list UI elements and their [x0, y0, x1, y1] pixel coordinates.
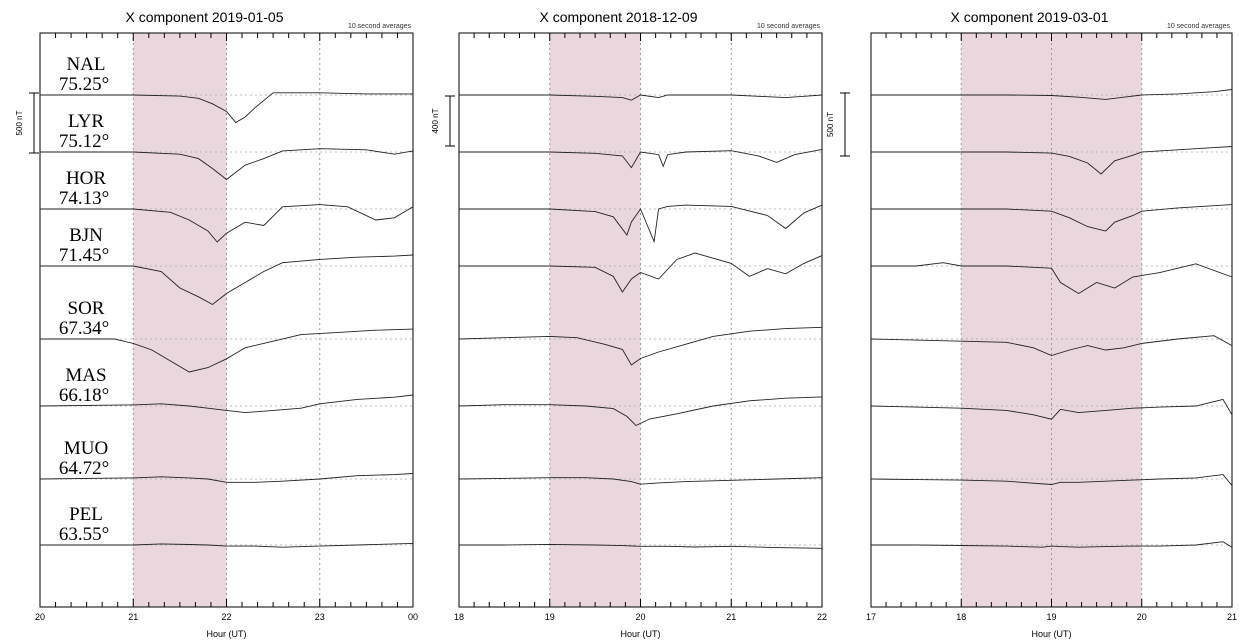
- panel-2: 18 19 20 21 22 Hour (UT) X component 2018-12-0…: [431, 9, 827, 639]
- trace-line: [459, 543, 823, 549]
- trace-line: [871, 541, 1233, 548]
- trace-line: [40, 148, 414, 181]
- trace-line: [39, 473, 414, 483]
- panel-title: X component 2019-03-01: [951, 9, 1109, 25]
- x-tick-label: 21: [128, 612, 138, 622]
- trace-line: [458, 477, 823, 485]
- station-code: MUO: [64, 438, 108, 459]
- trace-line: [459, 204, 823, 244]
- x-tick-label: 18: [454, 612, 464, 622]
- trace-line: [870, 398, 1233, 420]
- station-code: PEL: [69, 504, 103, 525]
- station-latitude: 71.45°: [59, 245, 109, 266]
- trace-line: [871, 204, 1233, 232]
- trace-line: [40, 92, 413, 124]
- panel-title: X component 2019-01-05: [126, 9, 284, 25]
- station-latitude: 67.34°: [59, 318, 109, 339]
- trace-line: [459, 252, 823, 293]
- x-tick-label: 22: [221, 612, 231, 622]
- trace-line: [871, 262, 1233, 295]
- trace-line: [870, 335, 1233, 356]
- station-code: NAL: [66, 54, 105, 75]
- trace-line: [458, 396, 823, 427]
- station-latitude: 64.72°: [59, 458, 109, 479]
- station-code: HOR: [66, 168, 106, 189]
- trace-line: [40, 328, 414, 373]
- averaging-note: 10 second averages: [757, 23, 821, 30]
- x-tick-label: 20: [1137, 612, 1147, 622]
- x-tick-label: 18: [956, 612, 966, 622]
- x-tick-label: 21: [1227, 612, 1237, 622]
- x-tick-label: 00: [408, 612, 418, 622]
- panel-1: 20 21 22 23 00 Hour (UT) X component 2019-01-0…: [15, 9, 418, 639]
- highlight-band: [549, 33, 641, 607]
- x-axis-title: Hour (UT): [207, 629, 247, 639]
- station-latitude: 75.25°: [59, 74, 109, 95]
- trace-line: [459, 148, 823, 169]
- trace-line: [458, 326, 823, 366]
- trace-line: [40, 254, 414, 306]
- station-latitude: 63.55°: [59, 524, 109, 545]
- trace-line: [871, 89, 1233, 100]
- scale-bar-label: 500 nT: [15, 110, 24, 135]
- trace-line: [40, 204, 414, 243]
- trace-line: [39, 394, 414, 414]
- x-tick-label: 17: [866, 612, 876, 622]
- scale-bar-label: 400 nT: [431, 108, 440, 133]
- trace-line: [459, 94, 823, 101]
- highlight-band: [133, 33, 227, 607]
- station-latitude: 66.18°: [59, 385, 109, 406]
- station-code: LYR: [68, 111, 104, 132]
- x-tick-label: 20: [635, 612, 645, 622]
- x-tick-label: 21: [726, 612, 736, 622]
- panel-3: 17 18 19 20 21 Hour (UT) X component 2019-03-0…: [826, 9, 1237, 639]
- station-code: SOR: [68, 298, 105, 319]
- x-axis-title: Hour (UT): [621, 629, 661, 639]
- x-tick-label: 22: [817, 612, 827, 622]
- panel-title: X component 2018-12-09: [540, 9, 698, 25]
- averaging-note: 10 second averages: [348, 23, 412, 30]
- scale-bar-label: 500 nT: [826, 112, 835, 137]
- x-tick-label: 19: [545, 612, 555, 622]
- trace-line: [870, 474, 1233, 486]
- x-axis-title: Hour (UT): [1032, 629, 1072, 639]
- x-tick-label: 23: [315, 612, 325, 622]
- station-latitude: 75.12°: [59, 131, 109, 152]
- station-latitude: 74.13°: [59, 188, 109, 209]
- x-tick-label: 19: [1046, 612, 1056, 622]
- trace-line: [871, 146, 1233, 175]
- averaging-note: 10 second averages: [1167, 23, 1231, 30]
- trace-line: [40, 542, 414, 548]
- x-tick-label: 20: [35, 612, 45, 622]
- station-code: MAS: [65, 365, 106, 386]
- station-code: BJN: [69, 225, 103, 246]
